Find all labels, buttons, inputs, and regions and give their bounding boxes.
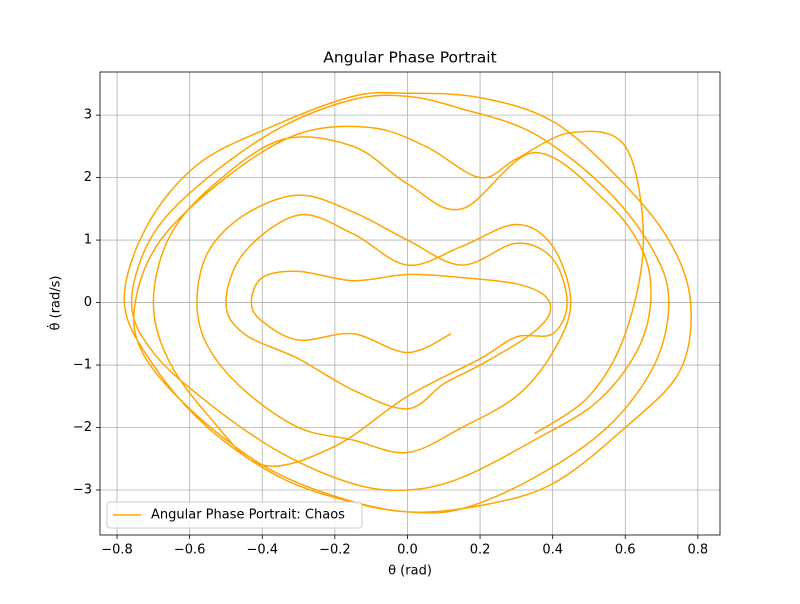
x-tick-label: 0.2: [470, 543, 491, 558]
chart-title: Angular Phase Portrait: [323, 49, 496, 67]
x-tick-label: 0.6: [615, 543, 636, 558]
y-tick-label: −1: [73, 358, 92, 373]
plot-area: [123, 91, 692, 514]
x-tick-label: −0.2: [319, 543, 351, 558]
y-axis-label: θ̇ (rad/s): [47, 276, 63, 331]
grid: [100, 72, 720, 535]
y-tick-label: 3: [84, 108, 92, 123]
legend-label: Angular Phase Portrait: Chaos: [151, 508, 345, 523]
x-tick-label: 0.4: [542, 543, 563, 558]
legend-box: [106, 501, 363, 529]
x-tick-label: 0.0: [397, 543, 418, 558]
y-tick-label: 1: [84, 233, 92, 248]
axes-frame: [99, 71, 721, 536]
x-tick-label: 0.8: [688, 543, 709, 558]
y-tick-label: 2: [84, 170, 92, 185]
x-tick-label: −0.4: [246, 543, 278, 558]
legend: Angular Phase Portrait: Chaos: [106, 501, 363, 529]
y-tick-label: −2: [73, 420, 92, 435]
x-tick-label: −0.6: [174, 543, 206, 558]
y-tick-label: 0: [84, 295, 92, 310]
x-axis-label: θ (rad): [388, 564, 432, 579]
y-tick-label: −3: [73, 483, 92, 498]
x-tick-label: −0.8: [101, 543, 133, 558]
series-line: [123, 91, 692, 514]
